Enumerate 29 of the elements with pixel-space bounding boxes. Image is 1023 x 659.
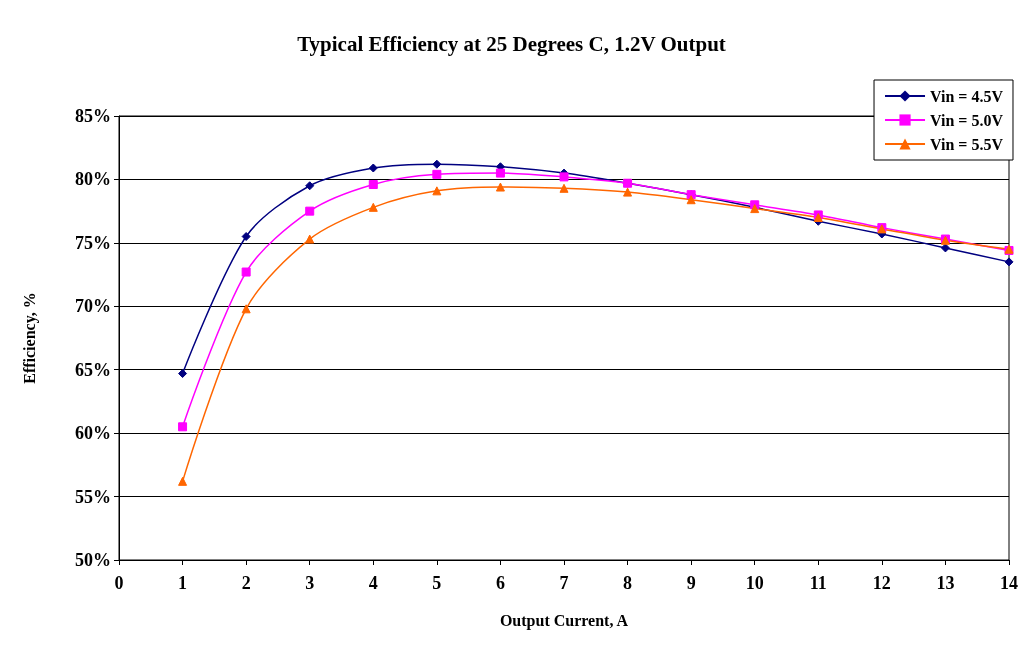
x-tick-label: 11 xyxy=(809,573,827,593)
x-tick-label: 14 xyxy=(1000,573,1018,593)
y-tick-label: 75% xyxy=(75,232,111,253)
legend-label: Vin = 4.5V xyxy=(930,87,1004,105)
x-tick-label: 3 xyxy=(305,573,315,593)
y-tick-label: 65% xyxy=(75,359,111,380)
x-tick-label: 5 xyxy=(432,573,442,593)
y-tick-label: 85% xyxy=(75,106,111,126)
x-tick-label: 13 xyxy=(936,573,955,593)
y-tick-label: 60% xyxy=(75,423,111,444)
x-tick-label: 2 xyxy=(241,573,251,593)
x-tick-label: 12 xyxy=(872,573,891,593)
chart-title: Typical Efficiency at 25 Degrees C, 1.2V Output xyxy=(297,31,726,56)
y-tick-label: 50% xyxy=(75,550,111,570)
x-tick-label: 10 xyxy=(745,573,764,593)
x-tick-label: 6 xyxy=(495,573,505,593)
y-tick-label: 55% xyxy=(75,486,111,507)
x-tick-label: 4 xyxy=(368,573,378,593)
y-tick-label: 80% xyxy=(75,169,111,190)
x-tick-label: 1 xyxy=(178,573,188,593)
y-tick-label: 70% xyxy=(75,296,111,317)
y-axis-title: Efficiency, % xyxy=(20,292,39,384)
x-tick-label: 9 xyxy=(686,573,696,593)
x-axis-title: Output Current, A xyxy=(499,611,629,630)
legend-label: Vin = 5.5V xyxy=(930,135,1004,153)
x-tick-label: 0 xyxy=(114,573,124,593)
x-tick-label: 8 xyxy=(623,573,633,593)
x-tick-label: 7 xyxy=(559,573,569,593)
legend-label: Vin = 5.0V xyxy=(930,111,1004,129)
